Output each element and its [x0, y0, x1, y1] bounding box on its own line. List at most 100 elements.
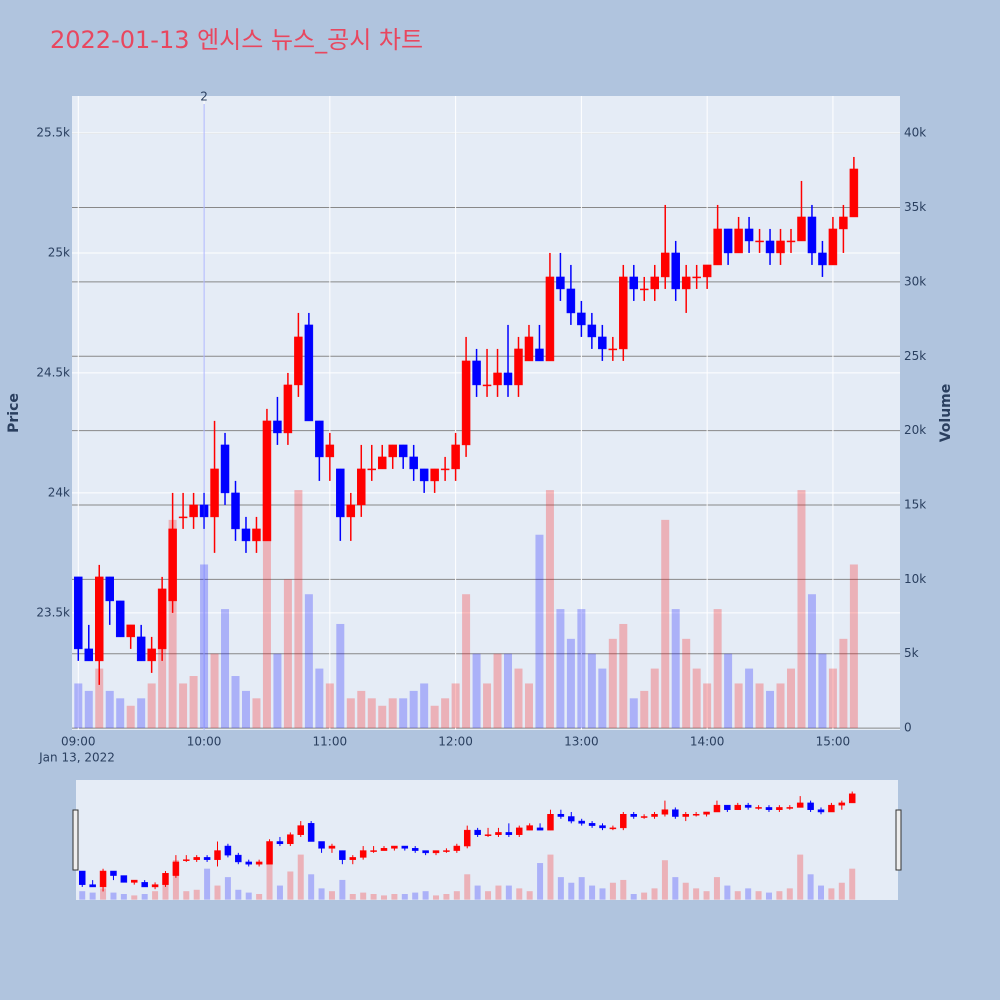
candle-body — [723, 228, 733, 254]
candle-body — [422, 850, 429, 854]
volume-bar — [807, 594, 816, 729]
candle-body — [848, 793, 856, 804]
volume-bar — [495, 885, 502, 900]
volume-bar — [433, 895, 440, 900]
candle-body — [472, 360, 481, 386]
volume-bar — [578, 877, 585, 900]
volume-bar — [193, 889, 200, 900]
candle-body — [755, 240, 764, 243]
volume-bar — [776, 683, 785, 729]
candle-body — [443, 850, 450, 852]
candle-body — [671, 252, 680, 290]
volume-bar — [839, 638, 848, 729]
volume-bar — [451, 683, 460, 729]
candle-body — [141, 882, 148, 888]
candle-body — [556, 276, 565, 290]
volume-bar — [147, 683, 156, 729]
y-tick-label: 25.5k — [36, 125, 70, 139]
volume-bar — [325, 683, 334, 729]
volume-bar — [807, 874, 814, 900]
y2-tick-label: 40k — [904, 126, 926, 140]
candle-body — [495, 832, 502, 835]
candle-body — [838, 802, 846, 806]
volume-bar — [183, 891, 190, 900]
candle-body — [839, 216, 848, 230]
volume-bar — [245, 892, 252, 900]
volume-bar — [328, 891, 335, 900]
volume-bar — [671, 609, 680, 729]
candle-body — [172, 861, 180, 876]
volume-bar — [545, 490, 554, 729]
candle-body — [516, 827, 523, 835]
volume-bar — [100, 888, 107, 900]
volume-bar — [724, 653, 733, 729]
volume-bar — [399, 698, 408, 729]
candle-body — [440, 468, 450, 471]
volume-bar — [241, 690, 250, 729]
candle-body — [401, 845, 409, 849]
candle-body — [183, 859, 190, 861]
volume-bar — [409, 690, 418, 729]
volume-bar — [483, 683, 492, 729]
candle-body — [660, 252, 670, 278]
candle-body — [224, 845, 232, 856]
volume-bar — [765, 892, 772, 900]
candle-body — [136, 636, 146, 662]
y-axis-title: Price — [6, 393, 22, 433]
candle-body — [105, 576, 114, 602]
plot-area — [72, 96, 900, 730]
volume-bar — [786, 668, 795, 729]
candle-body — [692, 813, 700, 816]
volume-bar — [692, 668, 701, 729]
volume-bar — [524, 683, 533, 729]
volume-bar — [828, 888, 835, 900]
candle-body — [367, 468, 377, 471]
candle-body — [545, 276, 555, 362]
candle-body — [505, 832, 513, 835]
candle-body — [84, 648, 94, 662]
volume-bar — [462, 594, 471, 729]
candle-body — [514, 348, 523, 386]
volume-bar — [294, 490, 303, 729]
volume-bar — [367, 698, 376, 729]
candle-body — [493, 372, 502, 386]
volume-bar — [252, 698, 261, 729]
range-slider[interactable] — [76, 780, 898, 900]
volume-bar — [441, 698, 450, 729]
volume-bar — [504, 653, 513, 729]
volume-bar — [556, 609, 565, 729]
volume-bar — [189, 676, 198, 729]
volume-bar — [357, 690, 366, 729]
volume-bar — [577, 609, 586, 729]
volume-bar — [443, 894, 450, 900]
volume-bar — [651, 888, 658, 900]
candle-body — [640, 288, 649, 291]
candle-body — [547, 813, 554, 831]
volume-bar — [152, 891, 159, 900]
volume-bar — [141, 894, 148, 900]
x-date-label: Jan 13, 2022 — [38, 751, 115, 765]
range-handle[interactable] — [72, 809, 79, 871]
candle-body — [453, 845, 461, 851]
candle-body — [577, 312, 586, 326]
candle-body — [283, 384, 293, 434]
candle-body — [524, 336, 534, 362]
candle-body — [587, 324, 597, 338]
volume-bar — [650, 668, 659, 729]
candle-body — [578, 820, 585, 824]
candle-body — [619, 276, 628, 350]
volume-bar — [412, 892, 419, 900]
candle-body — [463, 829, 471, 847]
volume-bar — [745, 888, 752, 900]
candle-body — [557, 813, 565, 817]
volume-bar — [283, 579, 292, 729]
candle-body — [734, 228, 743, 254]
volume-bar — [589, 885, 596, 900]
volume-bar — [221, 609, 230, 729]
candle-body — [370, 850, 377, 852]
volume-bar — [370, 894, 377, 900]
range-handle[interactable] — [895, 809, 902, 871]
volume-bar — [308, 874, 315, 900]
candle-body — [210, 468, 219, 518]
candle-body — [78, 870, 86, 885]
